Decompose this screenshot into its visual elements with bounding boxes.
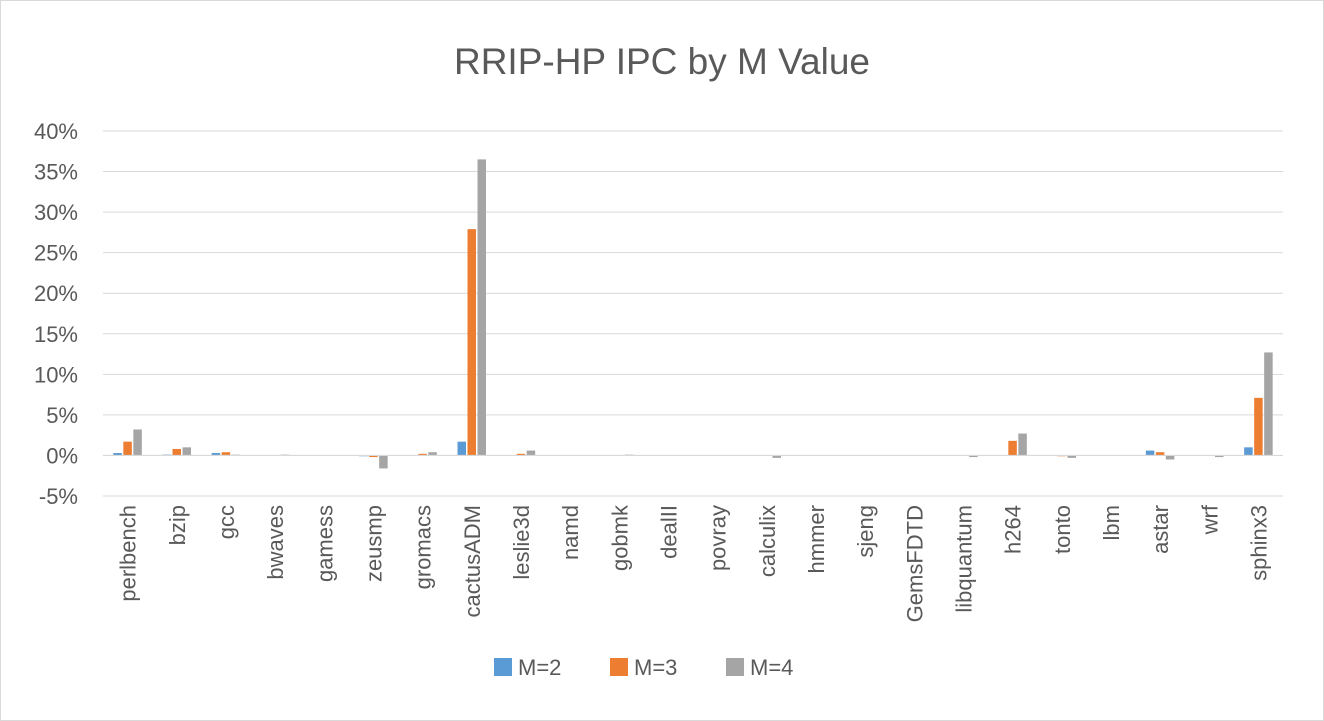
bar-M=4-cactusADM [477,159,486,456]
category-label: libquantum [951,505,976,613]
category-label: zeusmp [361,505,386,582]
category-label: leslie3d [509,505,534,580]
bar-M=3-gcc [221,452,231,456]
legend-swatch [726,658,744,676]
bar-M=2-cactusADM [457,441,466,456]
bar-M=4-bzip [182,447,191,456]
y-tick-label: 10% [34,362,78,387]
category-label: gamess [312,505,337,582]
category-label: namd [558,505,583,560]
bar-M=4-sphinx3 [1264,352,1273,456]
bar-M=2-gcc [211,453,221,456]
bar-M=3-leslie3d [516,453,526,456]
category-label: lbm [1099,505,1124,540]
bar-M=3-gromacs [418,453,427,456]
category-label: bwaves [263,505,288,580]
y-tick-label: 30% [34,200,78,225]
category-label: bzip [165,505,190,545]
category-label: wrf [1197,504,1222,535]
y-tick-label: 5% [46,403,78,428]
category-label: astar [1148,505,1173,554]
bar-M=3-h264 [1008,440,1017,456]
category-label: cactusADM [460,505,485,617]
category-label: calculix [755,505,780,577]
category-label: h264 [1001,505,1026,554]
y-tick-label: 25% [34,241,78,266]
bar-M=4-zeusmp [379,455,388,469]
bar-M=3-perlbench [123,441,132,456]
gridlines [103,130,1283,497]
legend-label: M=4 [750,655,793,680]
category-label: perlbench [116,505,141,602]
bar-M=3-zeusmp [369,455,378,458]
bar-M=4-tonto [1067,455,1076,458]
bar-M=4-gromacs [428,452,437,456]
y-tick-label: -5% [39,484,78,509]
category-label: gromacs [411,505,436,589]
bar-M=3-cactusADM [467,229,476,456]
category-label: hmmer [804,505,829,573]
bar-M=4-calculix [772,455,781,458]
category-label: gcc [214,505,239,539]
category-label: gobmk [607,504,632,571]
category-labels: perlbench bzip gcc bwaves gamess zeusmp gromac… [116,504,1272,622]
category-label: povray [706,505,731,571]
bar-M=3-bzip [172,448,181,456]
bar-M=3-astar [1155,452,1165,456]
y-tick-label: 15% [34,322,78,347]
legend-label: M=2 [518,655,561,680]
bar-M=4-perlbench [133,429,142,456]
y-tick-label: 0% [46,443,78,468]
bar-M=4-wrf [1215,455,1224,458]
y-tick-label: 40% [34,119,78,144]
legend: M=2 M=3 M=4 [494,655,793,680]
y-tick-label: 20% [34,281,78,306]
bar-M=4-leslie3d [526,450,536,456]
y-tick-label: 35% [34,160,78,185]
bar-M=2-sphinx3 [1244,447,1253,456]
legend-label: M=3 [634,655,677,680]
category-label: dealII [656,505,681,559]
category-label: GemsFDTD [902,505,927,622]
chart-title: RRIP-HP IPC by M Value [454,41,870,82]
category-label: sjeng [853,505,878,558]
bar-M=4-h264 [1018,433,1027,456]
bar-M=3-sphinx3 [1254,397,1263,456]
bar-M=4-astar [1165,455,1175,460]
bar-M=2-astar [1145,450,1155,456]
category-label: sphinx3 [1246,505,1271,581]
legend-swatch [610,658,628,676]
bars [113,159,1273,469]
bar-M=2-perlbench [113,453,122,456]
category-label: tonto [1050,505,1075,554]
y-axis-ticks: -5% 0% 5% 10% 15% 20% 25% 30% 35% 40% [34,119,78,509]
bar-M=4-libquantum [969,455,978,458]
legend-swatch [494,658,512,676]
